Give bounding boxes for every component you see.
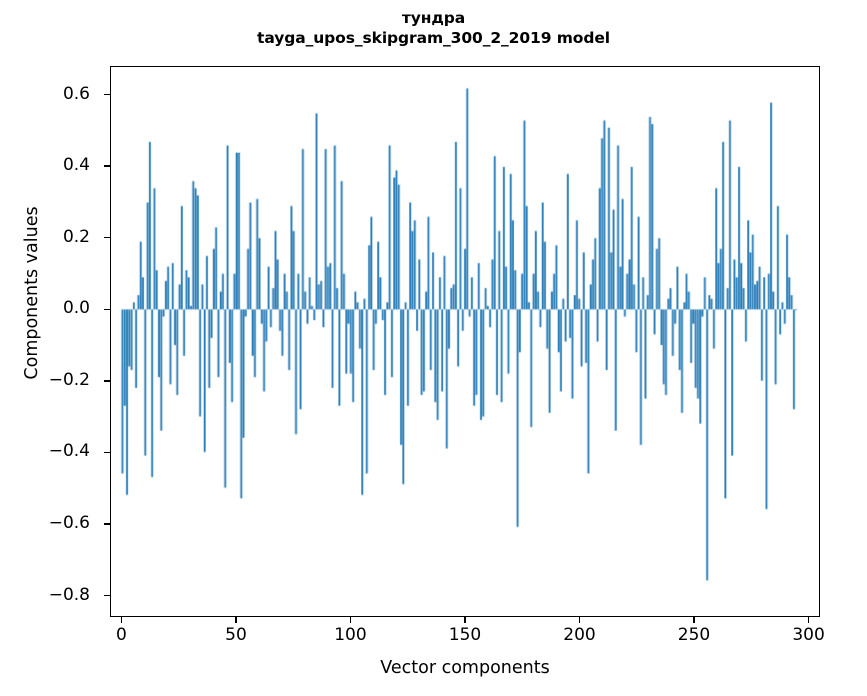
x-tick-mark bbox=[578, 617, 581, 623]
y-tick-label: −0.4 bbox=[48, 441, 90, 462]
y-tick-mark bbox=[104, 451, 110, 454]
y-tick-label: 0.6 bbox=[62, 83, 90, 104]
x-tick-label: 200 bbox=[563, 625, 596, 645]
x-tick-label: 0 bbox=[116, 625, 127, 645]
y-tick-mark bbox=[104, 237, 110, 239]
x-tick-mark bbox=[235, 617, 237, 623]
chart-title: тундра tayga_upos_skipgram_300_2_2019 mo… bbox=[257, 9, 610, 47]
x-tick-label: 50 bbox=[225, 625, 247, 645]
x-tick-label: 250 bbox=[677, 625, 711, 645]
y-axis-label: Components values bbox=[22, 206, 42, 380]
x-tick-mark bbox=[807, 617, 810, 623]
y-tick-mark bbox=[104, 308, 110, 310]
y-tick-mark bbox=[104, 93, 110, 96]
plot-area bbox=[110, 66, 820, 617]
y-tick-label: 0.2 bbox=[62, 226, 90, 247]
x-tick-mark bbox=[464, 617, 466, 623]
y-tick-mark bbox=[104, 523, 110, 525]
y-tick-label: −0.2 bbox=[48, 369, 90, 390]
y-tick-label: 0.0 bbox=[62, 298, 90, 319]
y-tick-label: −0.6 bbox=[48, 512, 90, 533]
y-tick-mark bbox=[104, 594, 110, 597]
bar-series-canvas bbox=[111, 67, 819, 616]
x-tick-label: 300 bbox=[792, 625, 825, 645]
x-tick-mark bbox=[693, 617, 695, 623]
x-tick-mark bbox=[120, 617, 123, 623]
x-tick-mark bbox=[349, 617, 352, 623]
x-axis-label: Vector components bbox=[380, 658, 550, 678]
y-tick-mark bbox=[104, 380, 110, 382]
y-tick-label: −0.8 bbox=[48, 584, 90, 605]
y-tick-mark bbox=[104, 165, 110, 167]
x-tick-label: 150 bbox=[448, 625, 482, 645]
x-tick-label: 100 bbox=[334, 625, 367, 645]
y-tick-label: 0.4 bbox=[62, 155, 90, 176]
